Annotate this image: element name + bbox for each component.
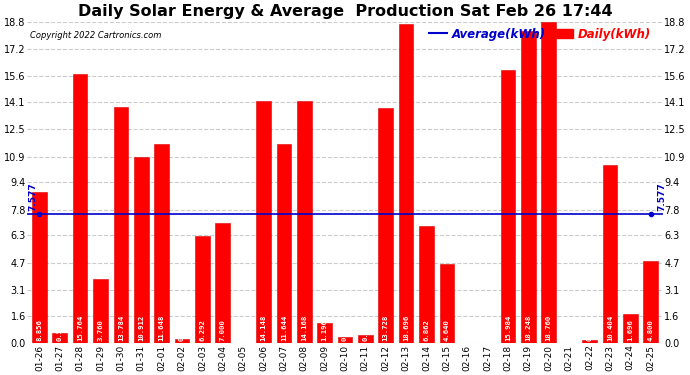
Bar bbox=[317, 323, 332, 343]
Text: 3.760: 3.760 bbox=[97, 319, 104, 341]
Bar bbox=[215, 224, 230, 343]
Text: 15.984: 15.984 bbox=[505, 315, 511, 341]
Text: 6.292: 6.292 bbox=[199, 319, 206, 341]
Bar bbox=[501, 70, 515, 343]
Legend: Average(kWh), Daily(kWh): Average(kWh), Daily(kWh) bbox=[429, 28, 651, 40]
Text: 14.148: 14.148 bbox=[261, 315, 266, 341]
Title: Daily Solar Energy & Average  Production Sat Feb 26 17:44: Daily Solar Energy & Average Production … bbox=[78, 4, 612, 19]
Text: 15.764: 15.764 bbox=[77, 315, 83, 341]
Text: 11.644: 11.644 bbox=[281, 315, 287, 341]
Bar bbox=[440, 264, 454, 343]
Text: 7.000: 7.000 bbox=[219, 319, 226, 341]
Bar bbox=[32, 192, 47, 343]
Text: 1.196: 1.196 bbox=[322, 319, 328, 341]
Text: 8.856: 8.856 bbox=[37, 319, 42, 341]
Bar bbox=[542, 22, 556, 343]
Bar bbox=[256, 101, 271, 343]
Text: 0.204: 0.204 bbox=[586, 319, 593, 341]
Text: 6.862: 6.862 bbox=[424, 319, 429, 341]
Bar bbox=[73, 74, 88, 343]
Text: 7.577: 7.577 bbox=[658, 182, 667, 211]
Bar bbox=[399, 24, 413, 343]
Text: 4.640: 4.640 bbox=[444, 319, 450, 341]
Text: 10.912: 10.912 bbox=[138, 315, 144, 341]
Bar bbox=[134, 157, 148, 343]
Bar bbox=[521, 31, 535, 343]
Text: 4.800: 4.800 bbox=[648, 319, 653, 341]
Bar bbox=[623, 314, 638, 343]
Text: 18.760: 18.760 bbox=[546, 315, 552, 341]
Bar bbox=[93, 279, 108, 343]
Text: 14.168: 14.168 bbox=[302, 315, 307, 341]
Bar bbox=[378, 108, 393, 343]
Bar bbox=[195, 236, 210, 343]
Bar bbox=[297, 101, 312, 343]
Bar bbox=[175, 339, 189, 343]
Text: 13.784: 13.784 bbox=[118, 315, 124, 341]
Text: 0.480: 0.480 bbox=[362, 319, 368, 341]
Bar bbox=[602, 165, 617, 343]
Text: 18.696: 18.696 bbox=[403, 315, 409, 341]
Text: 18.248: 18.248 bbox=[525, 315, 531, 341]
Bar bbox=[358, 335, 373, 343]
Bar bbox=[114, 108, 128, 343]
Text: 0.356: 0.356 bbox=[342, 319, 348, 341]
Bar bbox=[277, 144, 291, 343]
Bar bbox=[582, 340, 597, 343]
Bar bbox=[419, 226, 434, 343]
Bar bbox=[337, 337, 353, 343]
Text: 10.404: 10.404 bbox=[607, 315, 613, 341]
Bar bbox=[155, 144, 169, 343]
Text: Copyright 2022 Cartronics.com: Copyright 2022 Cartronics.com bbox=[30, 32, 161, 40]
Text: 7.577: 7.577 bbox=[28, 182, 37, 211]
Text: 1.696: 1.696 bbox=[627, 319, 633, 341]
Text: 13.728: 13.728 bbox=[383, 315, 388, 341]
Text: 11.648: 11.648 bbox=[159, 315, 165, 341]
Bar bbox=[643, 261, 658, 343]
Text: 0.588: 0.588 bbox=[57, 319, 63, 341]
Bar bbox=[52, 333, 67, 343]
Text: 0.256: 0.256 bbox=[179, 319, 185, 341]
